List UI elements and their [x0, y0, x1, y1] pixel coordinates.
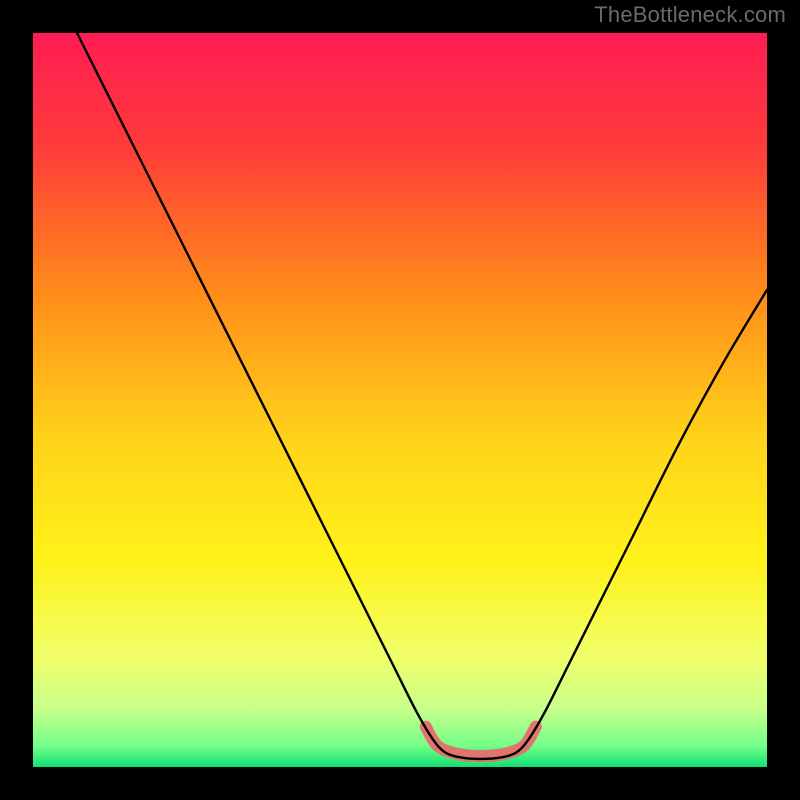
plot-background: [33, 33, 767, 767]
chart-frame: TheBottleneck.com: [0, 0, 800, 800]
watermark-label: TheBottleneck.com: [594, 2, 786, 28]
bottleneck-chart: [0, 0, 800, 800]
